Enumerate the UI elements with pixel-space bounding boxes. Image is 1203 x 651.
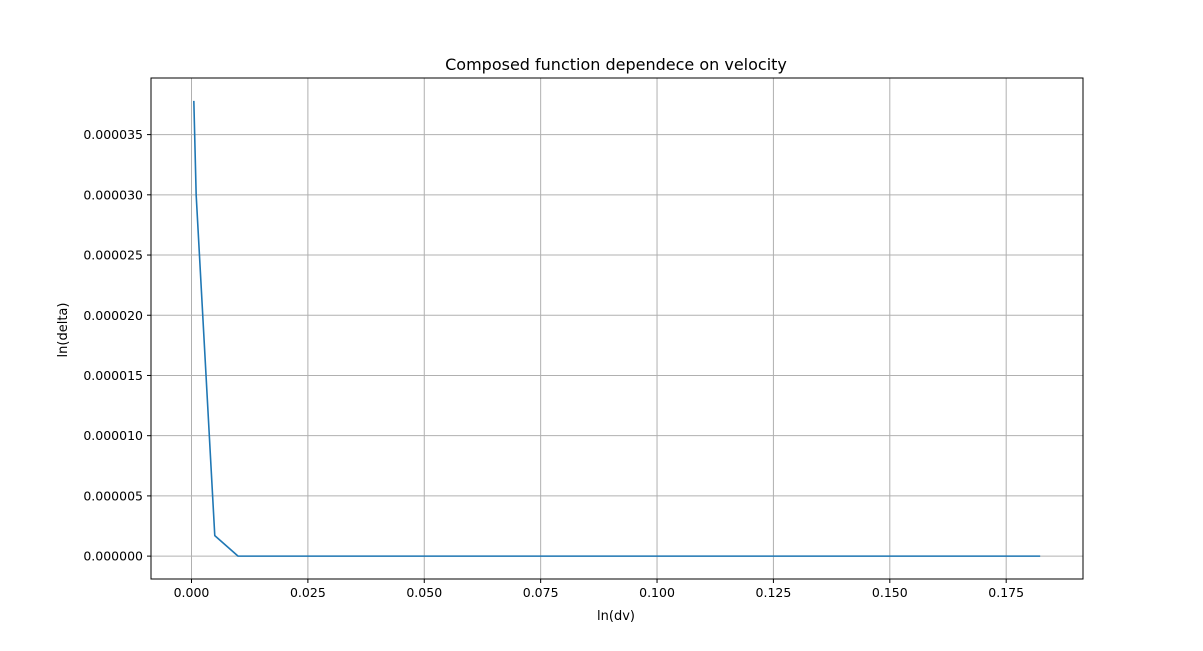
y-tick-label: 0.000025 bbox=[83, 248, 143, 263]
x-tick-label: 0.000 bbox=[174, 585, 210, 600]
x-tick-label: 0.075 bbox=[523, 585, 559, 600]
y-tick-label: 0.000015 bbox=[83, 368, 143, 383]
y-tick-label: 0.000035 bbox=[83, 127, 143, 142]
x-tick-label: 0.125 bbox=[756, 585, 792, 600]
x-tick-label: 0.175 bbox=[988, 585, 1024, 600]
y-tick-label: 0.000005 bbox=[83, 488, 143, 503]
x-axis-title: ln(dv) bbox=[597, 609, 635, 624]
x-tick-label: 0.100 bbox=[639, 585, 675, 600]
y-tick-label: 0.000000 bbox=[83, 549, 143, 564]
x-tick-label: 0.050 bbox=[406, 585, 442, 600]
series-layer bbox=[193, 100, 1041, 557]
plot-frame bbox=[150, 77, 1084, 580]
y-axis-title: ln(delta) bbox=[56, 303, 71, 358]
y-tick-label: 0.000010 bbox=[83, 428, 143, 443]
x-tick-label: 0.150 bbox=[872, 585, 908, 600]
chart-title: Composed function dependece on velocity bbox=[445, 55, 787, 74]
x-tick-label: 0.025 bbox=[290, 585, 326, 600]
series-line bbox=[193, 100, 1041, 557]
y-tick-label: 0.000020 bbox=[83, 308, 143, 323]
grid bbox=[151, 78, 1083, 579]
y-tick-label: 0.000030 bbox=[83, 187, 143, 202]
ticks: 0.000 0.025 0.050 0.075 0.100 0.125 0.150 0.175… bbox=[83, 127, 1024, 600]
